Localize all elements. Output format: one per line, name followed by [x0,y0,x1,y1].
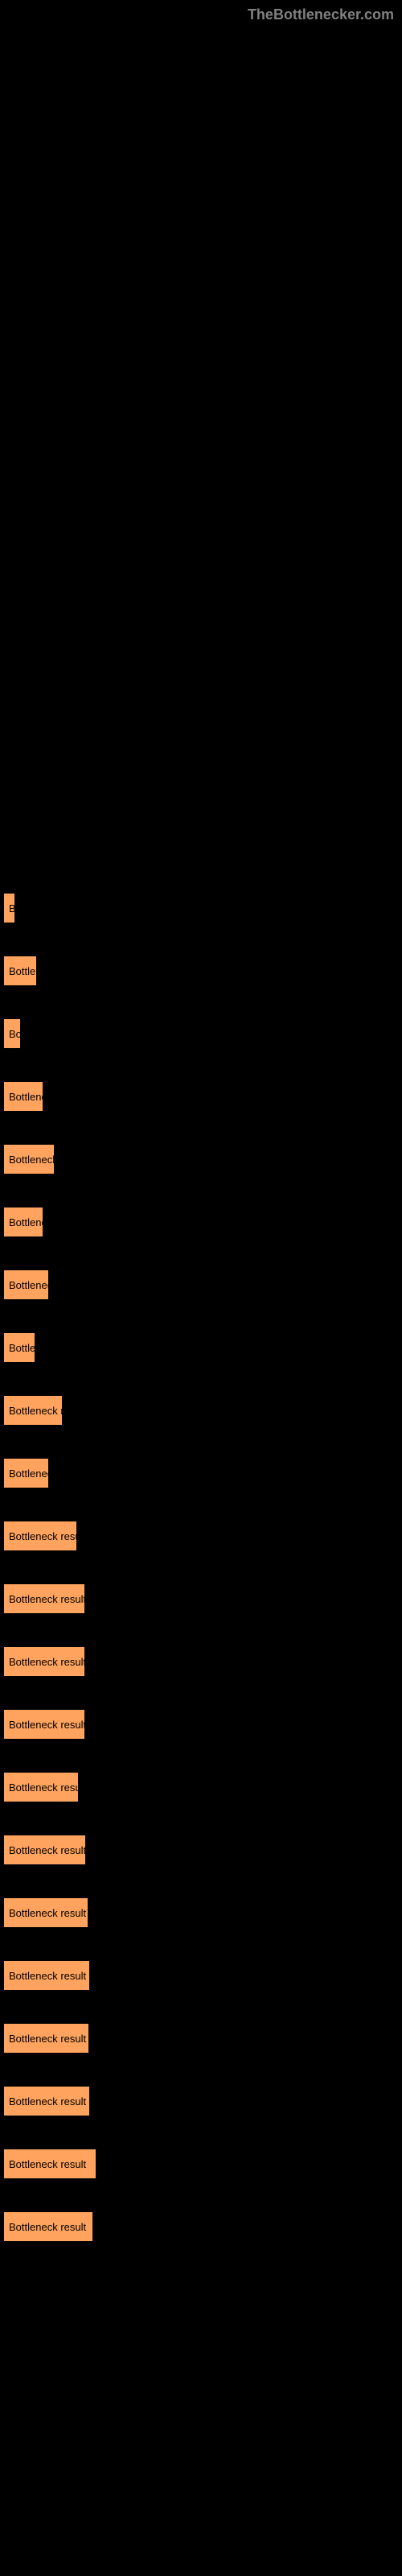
bar-row: Bottleneck result [4,1961,402,1990]
bar-row: Bottlene [4,1208,402,1236]
bar-row: Bottlenec [4,1459,402,1488]
bar-row: Bottlene [4,1082,402,1111]
bar-row: Bottlenec [4,1270,402,1299]
bar: Bottleneck resu [4,1521,76,1550]
bar-row: Bottleneck result [4,1584,402,1613]
bar: Bottleneck result [4,1647,84,1676]
bar: Bottleneck result [4,1898,88,1927]
bar: Bo [4,1019,20,1048]
bar: Bottleneck result [4,2024,88,2053]
bar-row: Bottleneck result [4,2024,402,2053]
bar-row: Bottleneck resu [4,1521,402,1550]
bar: Bottleneck result [4,1710,84,1739]
bar-row: Bottleneck result [4,2149,402,2178]
bar-row: Bottleneck resu [4,1773,402,1802]
bar-row: Bo [4,1019,402,1048]
bar: Bottleneck r [4,1396,62,1425]
bar: Bottleneck result [4,1961,89,1990]
bar-chart: B Bottler Bo Bottlene Bottleneck Bottlene Bott… [0,894,402,2241]
bar-row: Bottler [4,956,402,985]
bar: Bottleneck result [4,1835,85,1864]
bar: Bottleneck result [4,2212,92,2241]
bar: Bottleneck result [4,1584,84,1613]
bar: Bottle [4,1333,35,1362]
bar: Bottler [4,956,36,985]
bar-row: Bottle [4,1333,402,1362]
bar-row: Bottleneck result [4,1647,402,1676]
bar: Bottlenec [4,1270,48,1299]
watermark-text: TheBottlenecker.com [248,6,394,23]
bar: Bottlene [4,1082,43,1111]
bar-row: Bottleneck r [4,1396,402,1425]
bar-row: B [4,894,402,923]
bar: Bottleneck [4,1145,54,1174]
bar-row: Bottleneck result [4,2087,402,2116]
bar: Bottleneck resu [4,1773,78,1802]
bar-row: Bottleneck [4,1145,402,1174]
bar: Bottleneck result [4,2087,89,2116]
bar: Bottlene [4,1208,43,1236]
bar-row: Bottleneck result [4,1710,402,1739]
bar-row: Bottleneck result [4,1835,402,1864]
bar: Bottleneck result [4,2149,96,2178]
bar-row: Bottleneck result [4,1898,402,1927]
bar: Bottlenec [4,1459,48,1488]
bar: B [4,894,14,923]
bar-row: Bottleneck result [4,2212,402,2241]
